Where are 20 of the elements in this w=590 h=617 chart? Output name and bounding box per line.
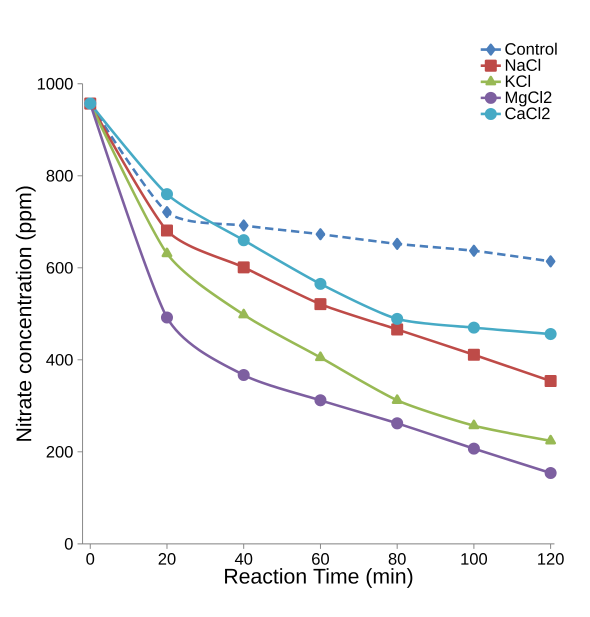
legend-label: CaCl2 <box>505 107 550 120</box>
y-axis-title: Nitrate concentration (ppm) <box>16 186 36 441</box>
legend-label: MgCl2 <box>506 90 552 106</box>
legend-label: Control <box>505 42 557 55</box>
y-tick-label: 1000 <box>38 78 73 90</box>
y-tick-label: 0 <box>64 538 73 550</box>
x-tick-label: 20 <box>158 553 176 565</box>
x-tick-label: 60 <box>312 553 330 565</box>
legend-label: KCl <box>506 74 530 88</box>
legend-label: NaCl <box>506 58 540 71</box>
x-tick-label: 100 <box>461 553 488 565</box>
x-tick-label: 40 <box>234 553 252 565</box>
y-tick-label: 200 <box>46 446 73 458</box>
x-tick-label: 120 <box>538 553 564 565</box>
x-tick-label: 0 <box>86 553 94 565</box>
y-tick-label: 400 <box>46 354 73 366</box>
x-axis-title: Reaction Time (min) <box>225 568 412 588</box>
x-tick-label: 80 <box>388 553 406 565</box>
y-tick-label: 800 <box>46 170 73 182</box>
y-tick-label: 600 <box>46 262 73 274</box>
